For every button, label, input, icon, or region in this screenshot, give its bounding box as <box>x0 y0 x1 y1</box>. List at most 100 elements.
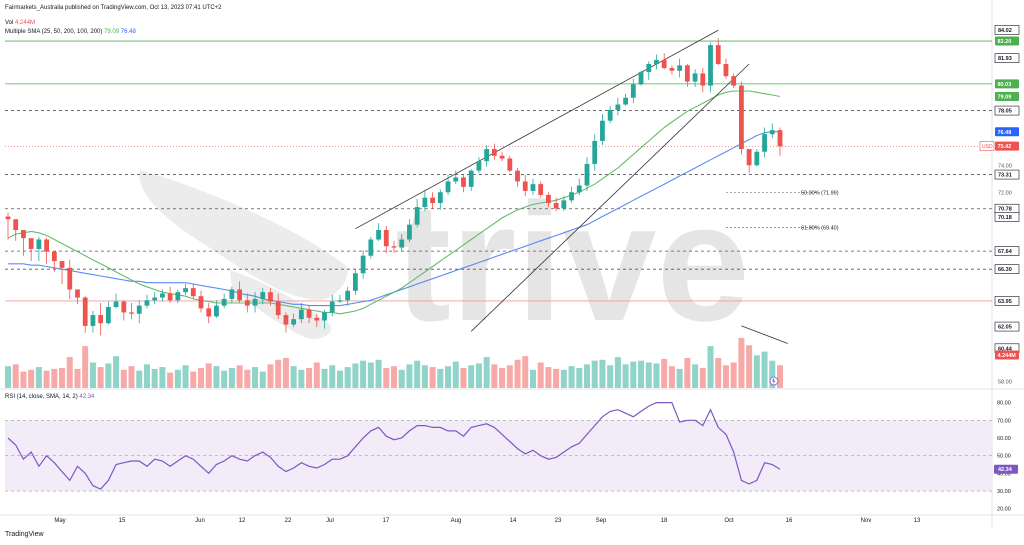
candle <box>499 151 505 162</box>
sma-fast-line <box>7 90 781 315</box>
candle-body <box>129 312 134 314</box>
price-axis-label: 84.02 <box>994 25 1020 35</box>
candle-body <box>453 177 459 182</box>
volume-bar <box>692 364 699 388</box>
candle <box>275 293 281 320</box>
volume-bar <box>468 365 475 388</box>
volume-bar <box>59 367 66 388</box>
candle-body <box>244 300 250 306</box>
candle <box>515 167 520 187</box>
candle <box>21 230 26 256</box>
volume-bar <box>715 357 722 388</box>
volume-bar <box>761 351 768 388</box>
candle-body <box>654 59 659 64</box>
volume-bar <box>514 359 521 388</box>
volume-bar <box>499 367 506 388</box>
candle-body <box>607 109 613 121</box>
candle-body <box>136 305 142 314</box>
volume-bar <box>113 356 120 388</box>
volume-bar <box>213 366 220 388</box>
candle-body <box>769 130 775 135</box>
volume-bar <box>560 369 567 388</box>
candle-body <box>777 130 783 147</box>
candle-body <box>754 151 760 166</box>
candle-body <box>190 288 196 297</box>
currency-tag-bg <box>979 141 995 151</box>
candle-body <box>67 267 73 290</box>
candle <box>260 288 266 305</box>
candle-body <box>630 84 636 98</box>
volume-bar <box>51 368 58 388</box>
price-axis-label-box <box>994 25 1020 35</box>
candle <box>777 127 783 156</box>
candle <box>268 288 273 306</box>
candle <box>167 286 173 303</box>
candle <box>715 38 721 66</box>
price-axis-label-text: 58.00 <box>998 379 1012 385</box>
volume-bar <box>738 337 745 388</box>
candle <box>600 113 605 145</box>
candle-body <box>739 85 744 150</box>
volume-bar <box>391 366 397 388</box>
candle <box>183 284 188 295</box>
candle <box>51 251 57 272</box>
volume-bar <box>483 357 490 388</box>
candle <box>59 261 65 285</box>
volume-bar <box>20 371 27 388</box>
candle-body <box>44 239 49 252</box>
volume-trend-line <box>741 325 788 344</box>
candle-body <box>491 149 497 156</box>
candle <box>607 105 613 124</box>
candle-body <box>353 273 358 291</box>
candle <box>113 293 119 309</box>
candle-body <box>445 181 451 193</box>
candle <box>283 312 289 333</box>
sma-value-fast: 79.09 <box>104 29 120 35</box>
candle-body <box>484 149 490 162</box>
rsi-axis-label: 40.00 <box>997 471 1011 477</box>
candle <box>661 53 667 70</box>
candle-body <box>260 292 266 299</box>
price-tag-bg <box>995 92 1019 102</box>
candle <box>476 157 482 174</box>
candle <box>437 189 443 210</box>
candle <box>221 293 227 309</box>
price-axis-label-text: 70.78 <box>998 207 1012 213</box>
volume-bar <box>336 370 343 388</box>
price-axis-label-box <box>994 212 1020 222</box>
candle-body <box>283 315 289 325</box>
time-axis-label: 14 <box>510 518 517 524</box>
candle-body <box>376 230 381 240</box>
candle <box>584 157 590 191</box>
candle <box>623 93 628 106</box>
candle-body <box>715 45 721 64</box>
volume-bar <box>522 356 529 388</box>
volume-bar <box>398 369 405 388</box>
candle <box>322 309 327 329</box>
volume-bar <box>676 368 683 388</box>
volume-bar <box>97 367 104 388</box>
price-axis-label-text: 74.00 <box>998 163 1012 169</box>
price-axis-label-box <box>994 105 1020 116</box>
volume-bar <box>746 345 753 388</box>
candle-body <box>183 288 188 293</box>
candle <box>237 281 242 303</box>
volume-bar <box>506 365 513 388</box>
candle-body <box>623 97 628 105</box>
candle-body <box>252 298 258 306</box>
sma-label: Multiple SMA (25, 50, 200, 100, 200) <box>5 29 103 35</box>
volume-bar <box>576 367 583 388</box>
price-axis-label-text: 84.02 <box>998 28 1012 34</box>
currency-tag: USD <box>979 141 995 151</box>
sma-value-slow: 76.48 <box>120 29 136 35</box>
candle-body <box>5 216 11 220</box>
volume-bar <box>198 367 204 388</box>
candle <box>422 189 428 212</box>
candle-body <box>600 120 605 141</box>
rsi-axis-label: 30.00 <box>997 489 1011 495</box>
candle-body <box>229 289 235 299</box>
candle-body <box>90 315 96 326</box>
time-axis-label: 23 <box>555 518 562 524</box>
candle <box>700 68 706 93</box>
